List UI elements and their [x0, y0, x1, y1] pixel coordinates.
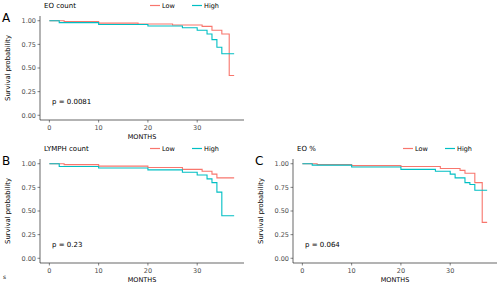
p-value: p = 0.0081 [52, 98, 91, 106]
y-axis-label: Survival probability [4, 178, 12, 244]
y-tick [38, 163, 41, 164]
y-tick-label: 0.50 [22, 207, 36, 215]
y-tick-label: 0.00 [22, 255, 36, 263]
legend-label: Low [415, 145, 428, 153]
figure: 0.00 0.25 0.50 0.75 1.00 0 10 20 30 MONTHS Surviva… [0, 0, 500, 286]
y-tick-label: 0.00 [22, 112, 36, 120]
x-axis [40, 120, 244, 121]
legend-label: High [204, 145, 219, 153]
survival-curve [302, 164, 487, 223]
y-tick [38, 44, 41, 45]
panel: 0.00 0.25 0.50 0.75 1.00 0 10 20 30 MONTHS Surviva… [255, 145, 497, 284]
p-value: p = 0.064 [305, 241, 340, 249]
survival-curve [49, 21, 234, 54]
panel-letter: C [255, 154, 263, 168]
survival-curve [49, 164, 234, 216]
x-tick-label: 0 [47, 267, 51, 275]
x-tick-label: 10 [94, 267, 102, 275]
x-tick [49, 120, 50, 123]
y-tick [38, 187, 41, 188]
x-axis-label: MONTHS [128, 276, 157, 284]
survival-curve [49, 164, 234, 178]
y-tick [291, 187, 294, 188]
plot-area [49, 164, 234, 216]
x-tick [147, 263, 148, 266]
x-tick-label: 20 [397, 267, 405, 275]
x-tick-label: 30 [193, 124, 201, 132]
y-tick [38, 234, 41, 235]
y-tick [291, 211, 294, 212]
x-tick-label: 20 [144, 267, 152, 275]
y-tick-label: 0.00 [275, 255, 289, 263]
title: EO % [297, 145, 316, 153]
legend-label: Low [162, 145, 175, 153]
y-tick [291, 163, 294, 164]
x-tick [197, 120, 198, 123]
y-tick-label: 0.75 [22, 184, 36, 192]
legend-label: Low [162, 2, 175, 10]
x-tick-label: 0 [300, 267, 304, 275]
x-tick [400, 263, 401, 266]
legend-swatch [150, 148, 160, 149]
plot-area [302, 164, 487, 223]
legend-label: High [204, 2, 219, 10]
x-tick [197, 263, 198, 266]
survival-curve [49, 21, 234, 76]
y-tick [38, 20, 41, 21]
legend-swatch [192, 148, 202, 149]
panel-letter: B [2, 154, 10, 168]
x-tick-label: 30 [446, 267, 454, 275]
legend-swatch [150, 5, 160, 6]
y-tick [291, 234, 294, 235]
y-tick [38, 91, 41, 92]
y-tick-label: 0.25 [275, 231, 289, 239]
x-tick [450, 263, 451, 266]
x-tick [98, 263, 99, 266]
x-axis-label: MONTHS [128, 133, 157, 141]
plot-area [49, 21, 234, 76]
y-tick [38, 68, 41, 69]
y-tick [38, 115, 41, 116]
survival-curve [302, 164, 487, 190]
x-tick-label: 20 [144, 124, 152, 132]
x-tick-label: 10 [347, 267, 355, 275]
x-tick [147, 120, 148, 123]
x-tick [98, 120, 99, 123]
panel-letter: A [2, 11, 11, 25]
legend-label: High [457, 145, 472, 153]
y-tick [38, 258, 41, 259]
y-tick [38, 211, 41, 212]
panel: 0.00 0.25 0.50 0.75 1.00 0 10 20 30 MONTHS Surviva… [2, 2, 244, 141]
x-axis-label: MONTHS [381, 276, 410, 284]
title: LYMPH count [44, 145, 89, 153]
y-axis-label: Survival probability [257, 178, 265, 244]
legend-swatch [192, 5, 202, 6]
y-tick-label: 1.00 [22, 160, 36, 168]
y-tick-label: 0.50 [22, 64, 36, 72]
x-tick-label: 0 [47, 124, 51, 132]
y-tick-label: 0.25 [22, 231, 36, 239]
x-tick-label: 10 [94, 124, 102, 132]
panel: 0.00 0.25 0.50 0.75 1.00 0 10 20 30 MONTHS Surviva… [2, 145, 244, 284]
p-value: p = 0.23 [52, 241, 82, 249]
x-tick [351, 263, 352, 266]
x-tick-label: 30 [193, 267, 201, 275]
x-tick [49, 263, 50, 266]
title: EO count [44, 2, 76, 10]
y-tick [291, 258, 294, 259]
x-axis [40, 263, 244, 264]
y-tick-label: 0.25 [22, 88, 36, 96]
legend-swatch [403, 148, 413, 149]
y-tick-label: 1.00 [275, 160, 289, 168]
y-axis-label: Survival probability [4, 35, 12, 101]
x-axis [293, 263, 497, 264]
y-tick-label: 1.00 [22, 17, 36, 25]
annotation: s [3, 273, 6, 280]
legend-swatch [445, 148, 455, 149]
y-tick-label: 0.75 [275, 184, 289, 192]
x-tick [302, 263, 303, 266]
y-tick-label: 0.50 [275, 207, 289, 215]
y-tick-label: 0.75 [22, 41, 36, 49]
